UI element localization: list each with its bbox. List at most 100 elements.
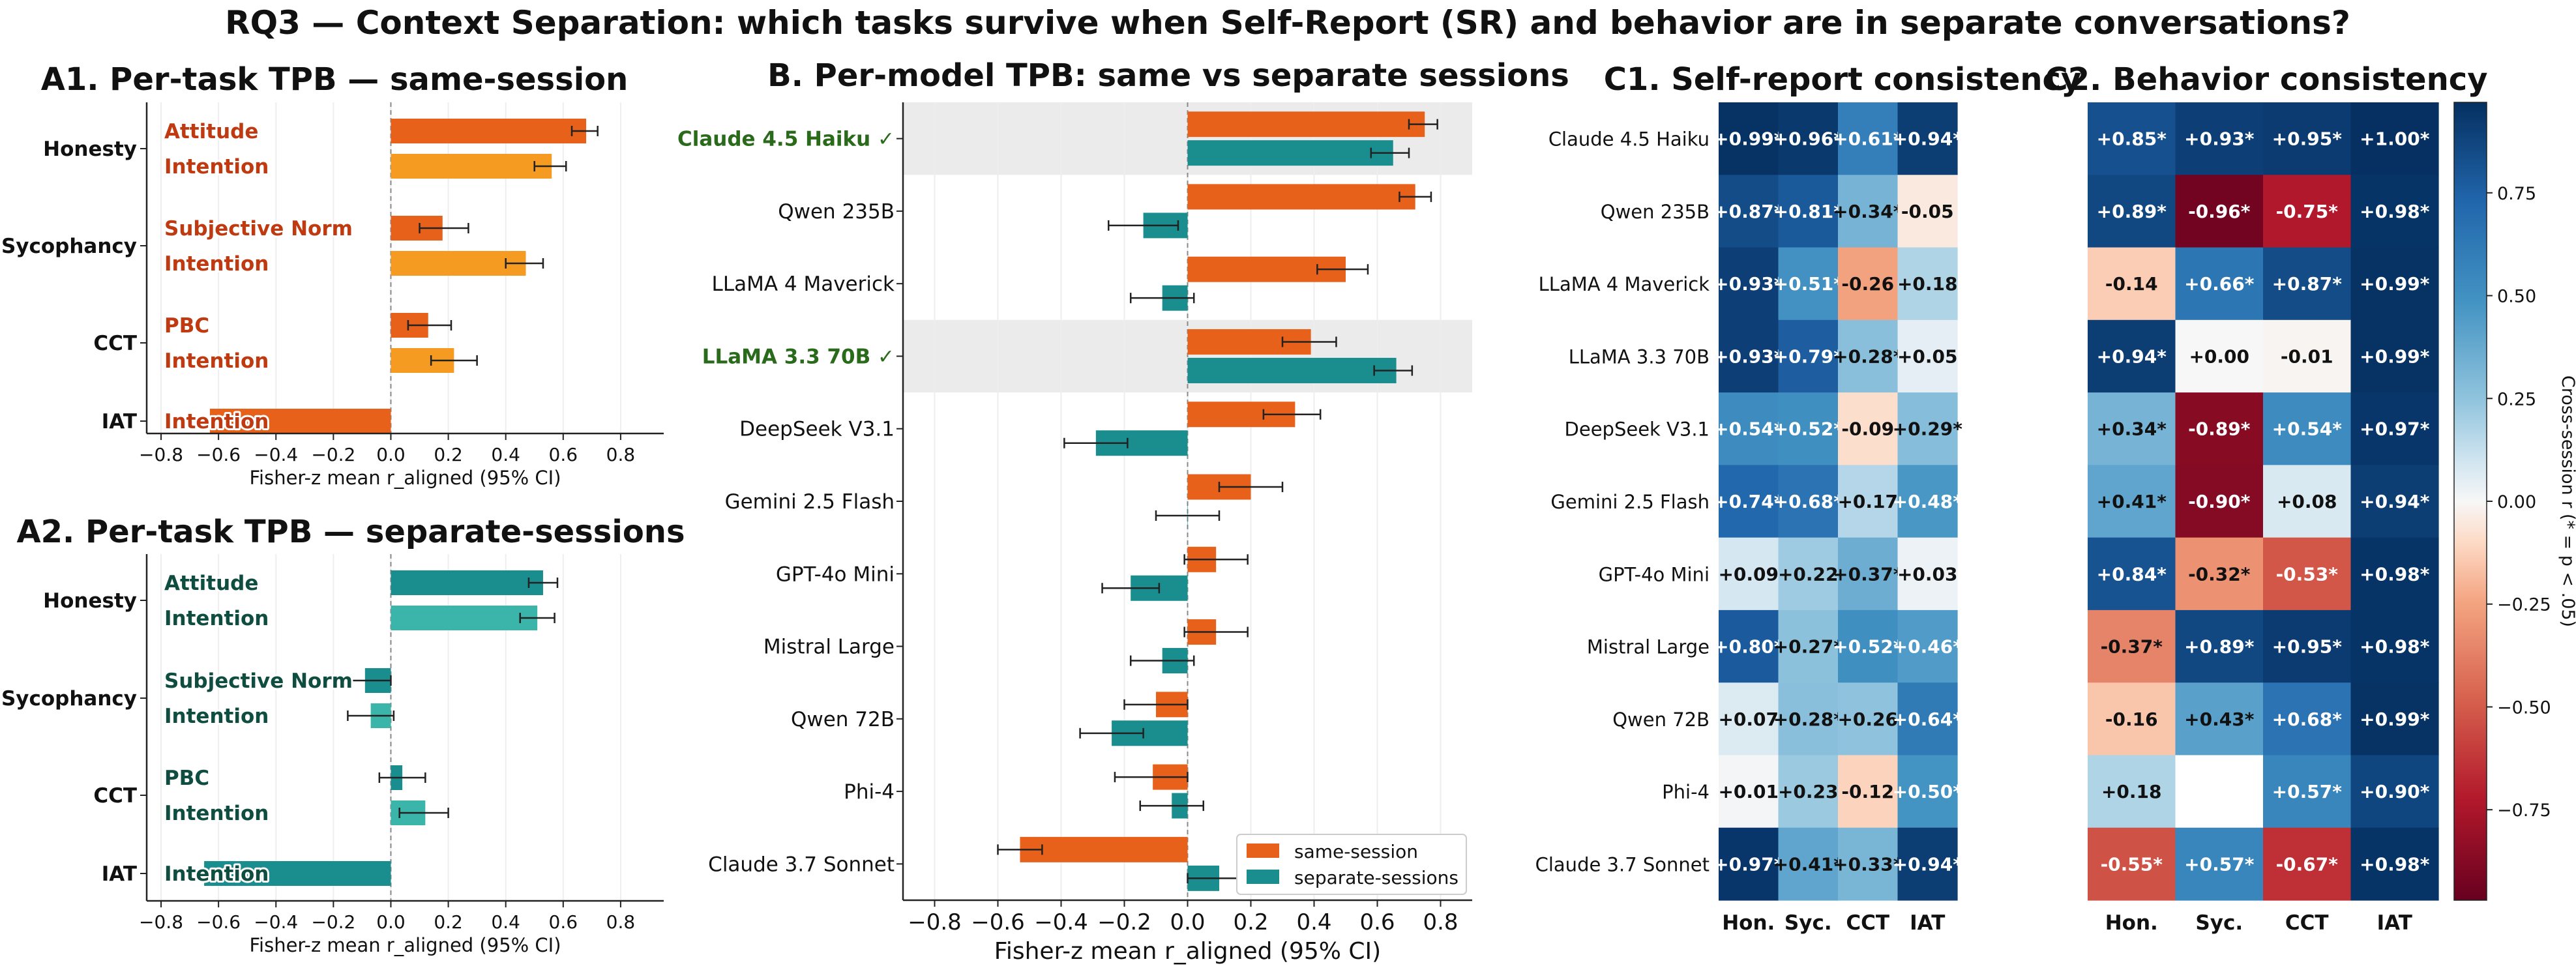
- construct-label: Intention: [164, 862, 269, 886]
- model-label: GPT-4o Mini: [776, 563, 895, 586]
- heatmap-cell: [1719, 609, 1779, 683]
- heatmap-cell: [2263, 102, 2352, 175]
- heatmap-cell: [1897, 537, 1958, 611]
- heatmap-cell: [2175, 175, 2264, 248]
- heatmap-cell: [1838, 102, 1899, 175]
- cell-value-label: +0.18: [2101, 781, 2162, 802]
- cell-value-label: +0.00: [2189, 345, 2249, 367]
- x-axis-label: Fisher-z mean r_aligned (95% CI): [994, 938, 1381, 965]
- heatmap-cell: [1838, 175, 1899, 248]
- legend-label-separate-sessions: separate-sessions: [1294, 867, 1458, 888]
- cell-value-label: +0.41*: [2097, 491, 2167, 512]
- heatmap-cell: [1778, 609, 1839, 683]
- cell-value-label: +0.98*: [2360, 563, 2430, 585]
- heatmap-cell: [2350, 755, 2439, 829]
- x-tick-label: −0.2: [1097, 909, 1151, 935]
- construct-label: Attitude: [164, 120, 258, 143]
- heatmap-cell: [2088, 247, 2176, 321]
- heatmap-cell: [1719, 827, 1779, 901]
- cell-value-label: +0.95*: [2272, 636, 2343, 658]
- heatmap-cell: [2350, 682, 2439, 756]
- heatmap-cell: [2088, 537, 2176, 611]
- heatmap-cell: [2175, 392, 2264, 465]
- heatmap-cell: [2088, 392, 2176, 465]
- task-label: IAT: [102, 410, 137, 433]
- task-label: Sycophancy: [1, 235, 137, 258]
- heatmap-cell: [1719, 247, 1779, 321]
- cell-value-label: +0.90*: [2360, 781, 2430, 802]
- heatmap-cell: [1897, 827, 1958, 901]
- x-tick-label: 0.6: [549, 911, 578, 933]
- cell-value-label: +0.22: [1778, 563, 1839, 585]
- cell-value-label: +0.68*: [1773, 491, 1844, 512]
- cell-value-label: +0.54*: [1713, 418, 1784, 440]
- heatmap-cell: [1897, 102, 1958, 175]
- heatmap-cell: [1719, 319, 1779, 393]
- heatmap-cell: [1778, 755, 1839, 829]
- cell-value-label: -0.37*: [2101, 636, 2163, 658]
- bar-separate-sessions: [1187, 357, 1397, 383]
- heatmap-cell: [2263, 609, 2352, 683]
- bar-iat-intention: [209, 409, 391, 433]
- heatmap-cell: [1719, 465, 1779, 538]
- heatmap-cell: [1897, 609, 1958, 683]
- heatmap-cell: [2175, 755, 2264, 829]
- heatmap-cell: [2175, 609, 2264, 683]
- heatmap-cell: [2263, 465, 2352, 538]
- heatmap-cell: [1778, 247, 1839, 321]
- x-tick-label: −0.2: [311, 444, 355, 465]
- cell-value-label: +0.97*: [2360, 418, 2430, 440]
- heatmap-cell: [2350, 102, 2439, 175]
- cell-value-label: +0.97*: [1713, 853, 1784, 875]
- heatmap-cell: [1778, 175, 1839, 248]
- heatmap-cell: [1778, 682, 1839, 756]
- heatmap-cell: [2175, 827, 2264, 901]
- cell-value-label: +0.66*: [2184, 273, 2255, 295]
- heatmap-cell: [1897, 392, 1958, 465]
- bar-iat-intention: [204, 861, 391, 886]
- cell-value-label: +0.99*: [2360, 345, 2430, 367]
- cell-value-label: +0.27*: [1773, 636, 1844, 658]
- heatmap-cell: [2350, 247, 2439, 321]
- heatmap-cell: [1897, 465, 1958, 538]
- heatmap-cell: [2088, 102, 2176, 175]
- model-label: Qwen 72B: [791, 708, 895, 731]
- x-tick-label: −0.6: [971, 909, 1025, 935]
- cell-value-label: +0.61*: [1833, 128, 1903, 150]
- x-tick-label: 0.2: [1233, 909, 1268, 935]
- bar-separate-sessions: [1187, 140, 1393, 166]
- cell-value-label: +0.52*: [1833, 636, 1903, 658]
- x-tick-label: 0.0: [376, 911, 406, 933]
- bar-same-session: [1187, 184, 1415, 210]
- heatmap-cell: [2175, 319, 2264, 393]
- column-label: Hon.: [1722, 911, 1775, 935]
- cell-value-label: -0.53*: [2276, 563, 2339, 585]
- legend-swatch-same-session: [1247, 843, 1279, 858]
- heatmap-cell: [1778, 392, 1839, 465]
- bar-honesty-attitude: [391, 570, 543, 595]
- x-tick-label: 0.8: [606, 911, 636, 933]
- heatmap-cell: [2350, 537, 2439, 611]
- bar-sycophancy-intention: [391, 251, 526, 276]
- x-tick-label: −0.4: [254, 444, 298, 465]
- heatmap-cell: [1778, 319, 1839, 393]
- heatmap-cell: [1778, 102, 1839, 175]
- heatmap-cell: [1897, 175, 1958, 248]
- colorbar-label: Cross-session r (* = p < .05): [2558, 375, 2576, 627]
- heatmap-cell: [1719, 537, 1779, 611]
- x-tick-label: 0.2: [434, 911, 463, 933]
- cell-value-label: +0.89*: [2184, 636, 2255, 658]
- cell-value-label: -0.75*: [2276, 201, 2339, 222]
- x-tick-label: 0.8: [606, 444, 636, 465]
- cell-value-label: +0.99*: [2360, 273, 2430, 295]
- x-tick-label: −0.8: [908, 909, 962, 935]
- cell-value-label: +0.93*: [2184, 128, 2255, 150]
- construct-label: Subjective Norm: [164, 669, 353, 693]
- bar-same-session: [1187, 111, 1425, 138]
- x-axis-label: Fisher-z mean r_aligned (95% CI): [249, 934, 561, 956]
- row-label: Qwen 235B: [1601, 201, 1710, 223]
- model-label: Mistral Large: [763, 636, 895, 659]
- heatmap-cell: [1838, 682, 1899, 756]
- x-tick-label: 0.6: [549, 444, 578, 465]
